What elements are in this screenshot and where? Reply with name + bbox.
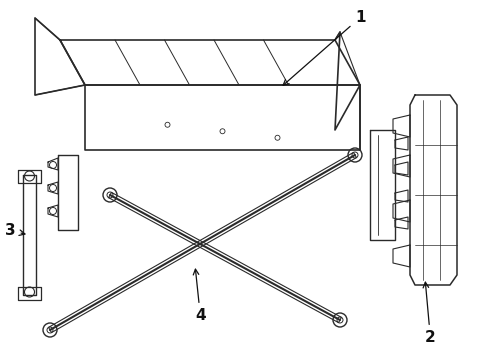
Text: 3: 3 [5,223,25,238]
Text: 1: 1 [283,10,366,85]
Text: 2: 2 [423,282,436,345]
Text: 4: 4 [193,269,206,323]
